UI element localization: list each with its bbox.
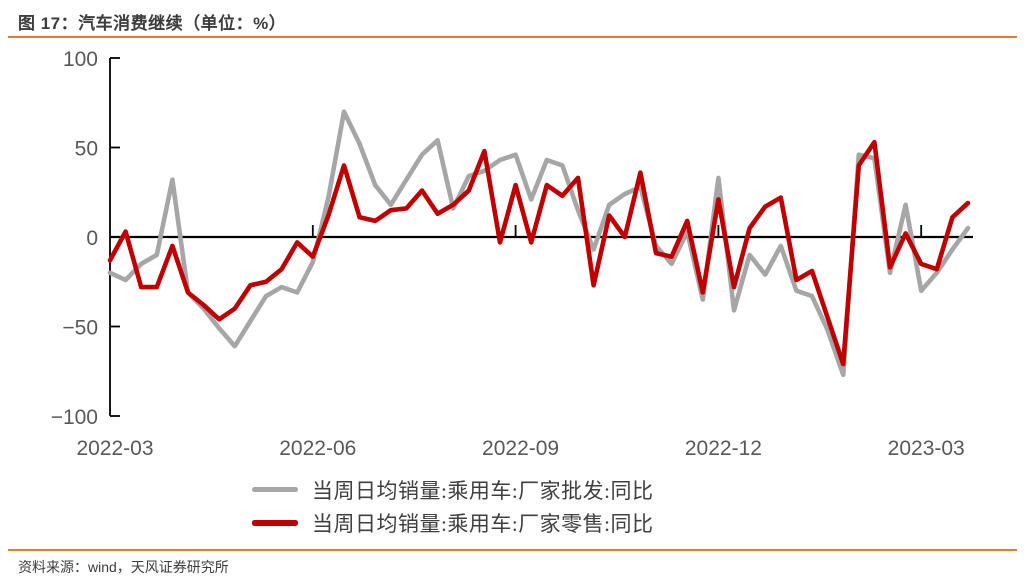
legend-item-wholesale: 当周日均销量:乘用车:厂家批发:同比 xyxy=(252,473,654,506)
retail-line-swatch xyxy=(252,519,298,526)
chart-legend: 当周日均销量:乘用车:厂家批发:同比 当周日均销量:乘用车:厂家零售:同比 xyxy=(252,473,654,539)
footer-divider-rule xyxy=(8,549,1017,551)
y-axis-label: −100 xyxy=(51,406,98,429)
legend-label-retail: 当周日均销量:乘用车:厂家零售:同比 xyxy=(312,511,654,536)
wholesale-line-swatch xyxy=(252,487,298,492)
title-divider-rule xyxy=(8,36,1017,38)
series-line-wholesale xyxy=(107,109,971,378)
x-axis-label: 2022-06 xyxy=(279,437,356,460)
y-axis-label: 0 xyxy=(86,227,98,250)
x-axis-label: 2023-03 xyxy=(888,437,965,460)
legend-label-wholesale: 当周日均销量:乘用车:厂家批发:同比 xyxy=(312,478,654,503)
y-axis-label: 50 xyxy=(75,138,98,161)
figure-title: 图 17：汽车消费继续（单位：%） xyxy=(18,14,287,33)
y-axis-label: −50 xyxy=(62,317,98,340)
x-axis-label: 2022-09 xyxy=(482,437,559,460)
source-note: 资料来源：wind，天风证券研究所 xyxy=(18,559,229,575)
legend-item-retail: 当周日均销量:乘用车:厂家零售:同比 xyxy=(252,506,654,539)
x-axis-label: 2022-03 xyxy=(76,437,153,460)
series-line-retail xyxy=(107,139,971,367)
x-axis-label: 2022-12 xyxy=(685,437,762,460)
y-axis-label: 100 xyxy=(63,48,98,71)
